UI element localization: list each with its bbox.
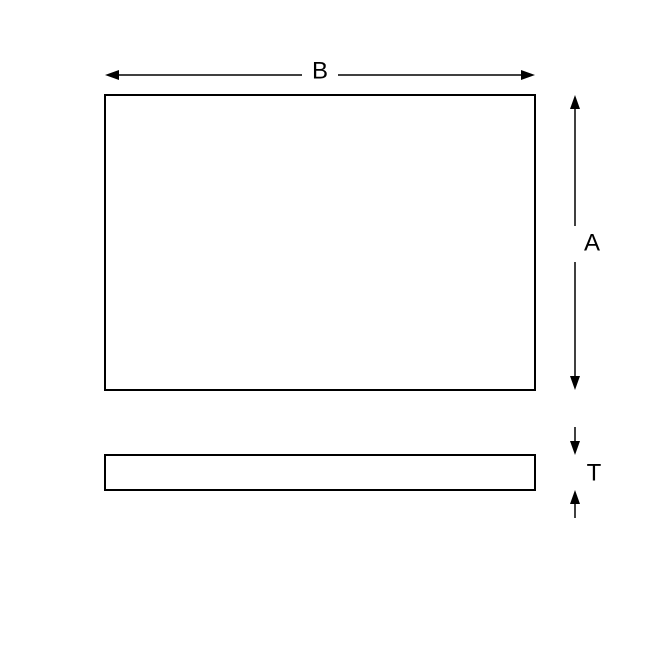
- dim-B-arrow-left: [105, 70, 119, 80]
- dim-T-arrow-top: [570, 441, 580, 455]
- dim-A-arrow-bottom: [570, 376, 580, 390]
- dim-A-arrow-top: [570, 95, 580, 109]
- dim-T-label: T: [587, 459, 602, 486]
- dim-B-arrow-right: [521, 70, 535, 80]
- plan-view-rect: [105, 95, 535, 390]
- dim-T-arrow-bottom: [570, 490, 580, 504]
- dim-A-label: A: [584, 229, 600, 256]
- technical-diagram: B A T: [0, 0, 670, 670]
- side-view-rect: [105, 455, 535, 490]
- dim-B-label: B: [312, 57, 328, 84]
